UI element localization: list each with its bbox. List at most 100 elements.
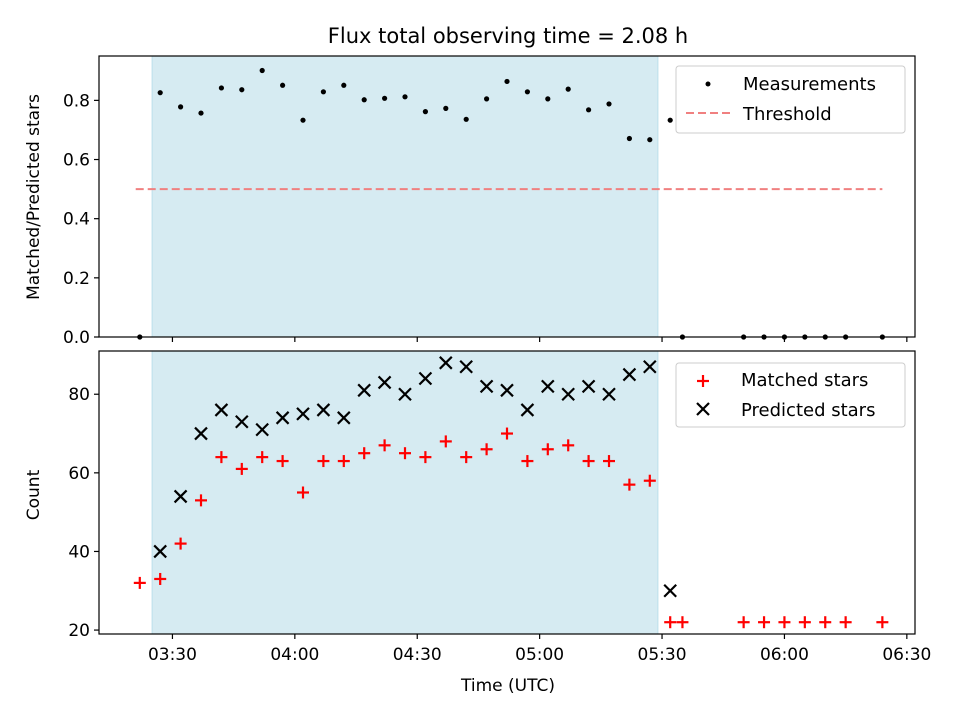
measurement-point — [198, 110, 204, 116]
measurement-point — [157, 90, 163, 96]
matched-star-point — [358, 447, 371, 460]
y-tick-label-ratio: 0.8 — [63, 91, 90, 111]
y-tick-label-count: 80 — [68, 385, 90, 405]
measurement-point — [586, 107, 592, 113]
measurement-point — [484, 96, 490, 102]
predicted-star-point — [439, 356, 453, 370]
predicted-star-point — [663, 583, 677, 598]
predicted-star-point — [541, 379, 555, 394]
measurement-point — [565, 86, 571, 92]
y-tick-label-count: 40 — [68, 542, 90, 562]
predicted-star-point — [357, 383, 371, 398]
predicted-star-point — [296, 407, 310, 421]
predicted-star-point — [235, 414, 249, 429]
matched-star-point — [419, 451, 432, 464]
count-marks — [133, 356, 889, 629]
measurement-point — [402, 94, 408, 100]
ratio-marks — [135, 67, 885, 340]
matched-star-point — [174, 537, 187, 550]
measurement-point — [320, 89, 326, 95]
observing-window-shade — [151, 55, 659, 338]
measurement-point — [280, 82, 286, 88]
matched-star-point — [337, 455, 350, 468]
matched-star-point — [876, 616, 889, 629]
measurement-point — [361, 97, 367, 103]
matched-star-point — [623, 478, 636, 491]
y-tick-label-ratio: 0.2 — [63, 269, 90, 289]
matched-star-point — [235, 462, 248, 475]
measurement-point — [606, 101, 612, 107]
matched-star-point — [460, 451, 473, 464]
matched-star-point — [154, 572, 167, 585]
legend-marker-measurements — [705, 81, 711, 87]
predicted-star-point — [275, 411, 290, 425]
predicted-star-point — [622, 367, 637, 382]
x-tick-label: 06:00 — [760, 645, 809, 665]
legend-box — [675, 65, 906, 134]
matched-star-point — [215, 451, 228, 464]
legend-count: Matched stars Predicted stars — [675, 362, 906, 428]
legend-label-threshold: Threshold — [742, 104, 832, 125]
predicted-star-point — [561, 387, 575, 402]
plot-frame-count — [98, 350, 916, 635]
x-tick-label: 06:30 — [882, 645, 931, 665]
predicted-star-point — [581, 379, 596, 394]
matched-star-point — [676, 616, 689, 629]
measurement-point — [259, 67, 265, 74]
legend-label-predicted: Predicted stars — [741, 400, 875, 421]
ratio-axis-ticks: 0.0 0.2 0.4 0.6 0.8 — [63, 91, 908, 348]
y-tick-label-ratio: 0.0 — [63, 328, 90, 348]
legend-marker-predicted — [696, 402, 710, 416]
measurement-point — [626, 135, 633, 142]
measurement-point — [504, 78, 510, 85]
x-tick-label: 04:30 — [393, 645, 442, 665]
predicted-star-point — [173, 489, 188, 504]
legend-label-measurements: Measurements — [743, 74, 876, 95]
plot-frame-ratio — [98, 55, 916, 338]
matched-star-point — [643, 474, 656, 487]
matched-star-point — [839, 616, 852, 629]
measurement-point — [218, 85, 224, 91]
matched-star-point — [819, 616, 832, 629]
measurement-point — [443, 105, 449, 111]
measurement-point — [382, 95, 388, 101]
predicted-star-point — [602, 387, 616, 402]
matched-star-point — [317, 455, 330, 468]
measurement-point — [300, 117, 306, 123]
legend-label-matched: Matched stars — [741, 370, 868, 391]
matched-star-point — [562, 439, 575, 452]
predicted-star-point — [255, 422, 269, 437]
matched-star-point — [603, 455, 615, 468]
predicted-star-point — [377, 375, 392, 390]
x-tick-label: 04:00 — [270, 645, 319, 665]
matched-star-point — [521, 455, 534, 468]
measurement-point — [422, 109, 428, 115]
y-tick-label-ratio: 0.6 — [63, 151, 90, 171]
matched-star-point — [798, 616, 811, 629]
legend-box — [675, 362, 906, 428]
predicted-star-point — [316, 403, 331, 417]
legend-ratio: Measurements Threshold — [675, 65, 906, 134]
count-panel: Count Time (UTC) 20 40 60 80 03:30 04:00 04:30… — [24, 350, 931, 696]
predicted-star-point — [643, 359, 657, 374]
predicted-star-point — [479, 379, 494, 394]
y-tick-label-count: 20 — [68, 621, 90, 641]
matched-star-point — [399, 447, 411, 460]
matched-star-point — [297, 486, 309, 499]
x-tick-label: 03:30 — [148, 645, 197, 665]
x-axis-label: Time (UTC) — [460, 676, 555, 696]
matched-star-point — [480, 443, 493, 456]
measurement-point — [178, 104, 184, 110]
predicted-star-point — [194, 426, 208, 441]
measurement-point — [545, 96, 551, 102]
predicted-star-point — [398, 387, 412, 402]
predicted-star-point — [214, 403, 229, 417]
measurement-point — [239, 87, 245, 93]
matched-star-point — [133, 576, 146, 589]
measurement-point — [524, 89, 531, 95]
chart-title: Flux total observing time = 2.08 h — [328, 24, 688, 48]
predicted-star-point — [418, 371, 433, 386]
matched-star-point — [758, 616, 771, 629]
matched-star-point — [501, 427, 513, 440]
